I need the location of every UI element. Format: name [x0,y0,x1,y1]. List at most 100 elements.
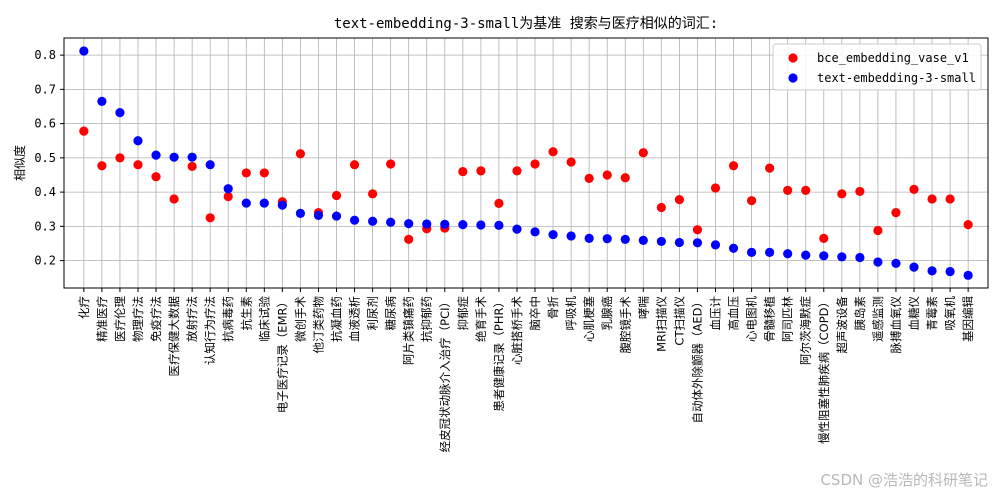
data-point-bce [349,160,360,170]
watermark: CSDN @浩浩的科研笔记 [820,471,988,489]
x-tick-label: 心电图机 [745,296,759,342]
data-point-te3 [765,247,775,257]
legend-box [772,43,982,91]
x-tick-label: 脉搏血氧仪 [889,296,903,354]
data-point-te3 [295,208,306,218]
data-point-te3 [349,215,360,225]
data-point-bce [548,147,558,157]
data-point-te3 [963,270,973,280]
x-tick-label: 呼吸机 [564,296,578,331]
data-point-te3 [602,234,612,244]
data-point-te3 [458,220,468,230]
data-point-bce [79,126,89,136]
x-tick-label: 绝育手术 [474,296,488,342]
data-point-te3 [476,220,486,230]
x-tick-label: 认知行为疗法 [203,296,217,365]
data-point-te3 [151,150,161,160]
x-tick-label: 化疗 [77,296,91,319]
x-tick-label: 高血压 [727,296,741,331]
x-tick-label: CT扫描仪 [672,296,686,346]
data-point-te3 [422,219,432,229]
data-point-bce [692,225,703,235]
data-point-bce [819,233,829,243]
data-point-te3 [494,220,504,230]
x-tick-label: 抗病毒药 [221,296,235,342]
x-tick-label: 阿司匹林 [781,296,795,342]
data-point-bce [855,186,865,197]
data-point-bce [476,166,486,176]
data-point-bce [909,184,919,194]
data-point-bce [891,208,901,218]
data-point-te3 [584,233,594,243]
data-point-te3 [927,266,937,276]
chart-title: text-embedding-3-small为基准 搜索与医疗相似的词汇: [334,15,718,32]
data-point-te3 [223,184,233,194]
data-point-bce [710,183,721,193]
data-point-te3 [801,250,811,260]
x-tick-label: 阿尔茨海默症 [799,296,813,365]
data-point-te3 [115,108,125,118]
x-tick-label: 电子医疗记录（EMR） [275,296,289,413]
data-point-te3 [710,240,721,250]
data-point-bce [169,194,179,204]
data-point-bce [602,170,612,180]
data-point-bce [837,189,847,199]
data-point-te3 [187,152,197,162]
data-point-te3 [819,251,829,261]
legend-label: text-embedding-3-small [817,71,976,85]
plot-frame [63,37,989,289]
data-point-bce [458,166,468,177]
data-point-bce [241,168,251,178]
data-point-bce [728,161,739,171]
data-point-te3 [331,211,342,221]
x-tick-label: 哮喘 [636,296,650,319]
x-tick-label: 青霉素 [925,296,939,331]
x-tick-label: 吸氧机 [943,296,957,331]
data-point-te3 [891,258,901,268]
data-point-te3 [259,198,269,208]
data-point-bce [151,172,161,182]
x-tick-label: 血糖仪 [907,296,921,331]
data-point-te3 [313,210,324,220]
data-point-te3 [277,200,287,210]
data-point-te3 [873,257,883,267]
data-point-te3 [440,219,450,229]
data-point-bce [783,185,793,195]
x-tick-label: 心脏搭桥手术 [510,296,524,365]
x-tick-label: 脑卒中 [528,296,542,331]
x-tick-label: 放射疗法 [185,296,199,342]
data-point-bce [945,194,955,204]
x-tick-label: 自动体外除颤器（AED） [690,296,704,424]
x-tick-label: 抑郁症 [456,296,470,331]
legend-label: bce_embedding_vase_v1 [817,51,969,65]
data-point-bce [115,153,125,163]
data-point-bce [963,220,973,230]
x-tick-label: 血压计 [708,296,722,331]
data-point-te3 [169,152,179,162]
x-tick-label: 医疗伦理 [113,296,127,342]
y-tick-label: 0.2 [34,254,56,268]
data-point-te3 [837,252,847,262]
data-point-bce [765,163,775,173]
data-point-te3 [855,252,865,263]
data-point-te3 [97,96,107,106]
data-point-bce [259,168,269,178]
x-tick-label: 骨髓移植 [763,296,777,342]
data-point-te3 [638,235,648,245]
data-point-te3 [205,160,215,170]
data-point-te3 [404,219,414,229]
data-point-bce [187,161,197,172]
x-tick-label: 微创手术 [293,296,307,342]
data-point-te3 [79,46,89,56]
y-tick-label: 0.4 [34,185,56,199]
x-tick-label: 糖尿病 [384,296,398,331]
data-point-te3 [368,216,378,226]
x-tick-label: 腹腔镜手术 [618,296,632,354]
data-point-bce [223,191,233,202]
data-point-bce [620,173,630,183]
y-tick-label: 0.3 [34,219,56,233]
data-point-te3 [512,224,522,234]
data-point-bce [404,234,414,244]
